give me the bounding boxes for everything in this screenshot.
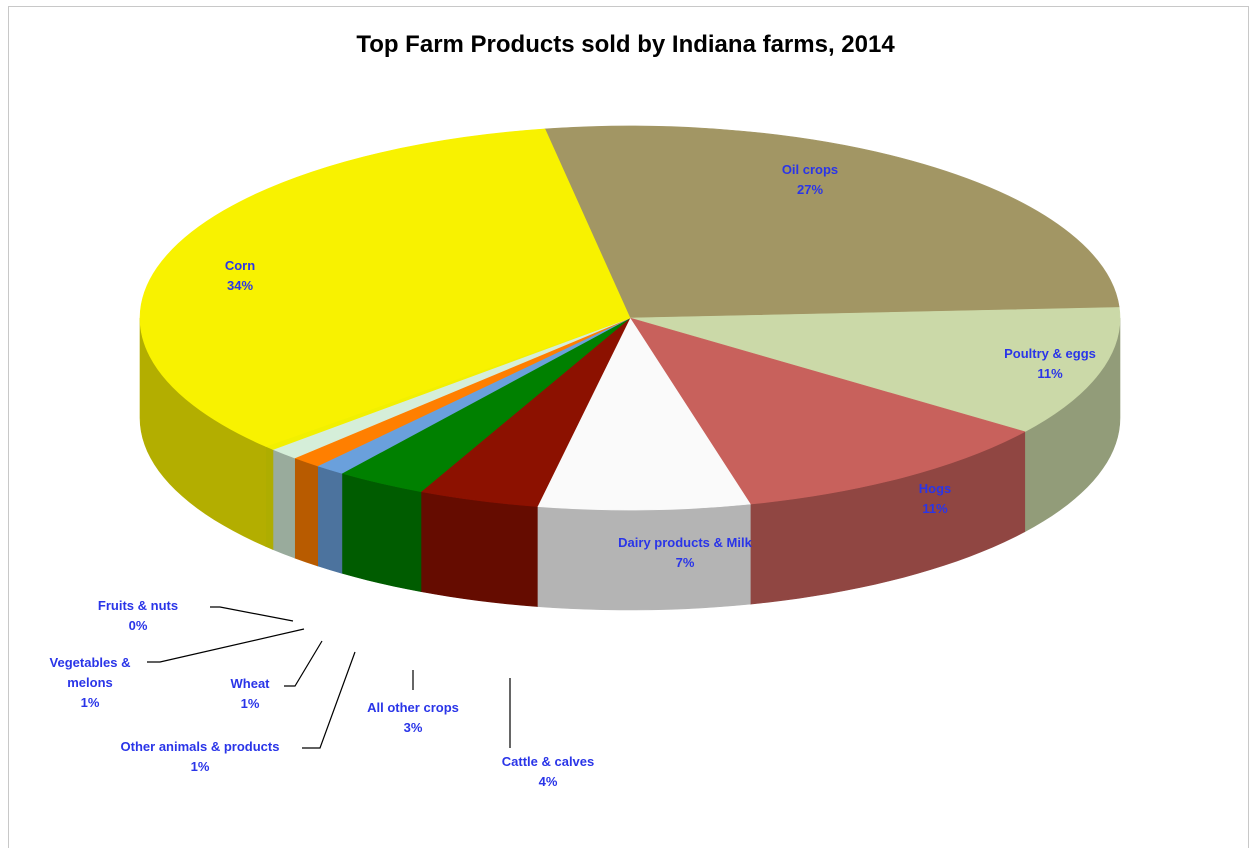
label-value-cattle-calves: 4% [539,774,558,789]
label-value-poultry-eggs: 11% [1037,366,1063,381]
leader-vegetables-melons [147,628,305,663]
leader-wheat [284,640,323,687]
side-dairy-products-milk [537,503,751,611]
label-value-dairy-products-milk: 7% [676,555,695,570]
label-value-corn: 34% [227,278,253,293]
pie-top-faces [139,125,1121,511]
label-name-corn: Corn [225,258,255,273]
label-name-vegetables-melons: melons [67,675,113,690]
side-other-animals-products [317,465,343,574]
side-vegetables-melons [272,449,295,559]
slice-poultry-eggs [629,307,1121,433]
side-cattle-calves [420,491,538,607]
slice-hogs [629,317,1026,505]
side-wheat [294,457,318,567]
label-name-wheat: Wheat [231,676,271,691]
label-name-dairy-products-milk: Dairy products & Milk [618,535,752,550]
chart-title: Top Farm Products sold by Indiana farms,… [356,31,895,58]
label-value-hogs: 11% [922,501,948,516]
leader-fruits-nuts [210,606,294,622]
label-value-fruits-nuts: 0% [129,618,148,633]
slice-oil-crops [544,125,1120,319]
label-name-cattle-calves: Cattle & calves [502,754,595,769]
label-value-wheat: 1% [241,696,260,711]
leader-other-animals-products [302,651,356,749]
label-name-hogs: Hogs [919,481,952,496]
slice-labels: Oil crops 27% Poultry & eggs 11% Hogs 11% Dair… [50,162,1096,789]
side-fruits-nuts [265,445,274,550]
slice-corn [139,128,631,447]
label-value-all-other-crops: 3% [404,720,423,735]
label-name-all-other-crops: All other crops [367,700,459,715]
label-name-fruits-nuts: Fruits & nuts [98,598,178,613]
side-all-other-crops [341,472,422,593]
label-name-poultry-eggs: Poultry & eggs [1004,346,1096,361]
label-value-vegetables-melons: 1% [81,695,100,710]
slice-dairy-products-milk [536,317,751,511]
label-value-oil-crops: 27% [797,182,823,197]
label-name-vegetables-melons: Vegetables & [50,655,131,670]
label-leader-lines [147,606,511,749]
label-name-other-animals-products: Other animals & products [121,739,280,754]
label-name-oil-crops: Oil crops [782,162,838,177]
label-value-other-animals-products: 1% [191,759,210,774]
pie-side-walls [139,317,1121,611]
